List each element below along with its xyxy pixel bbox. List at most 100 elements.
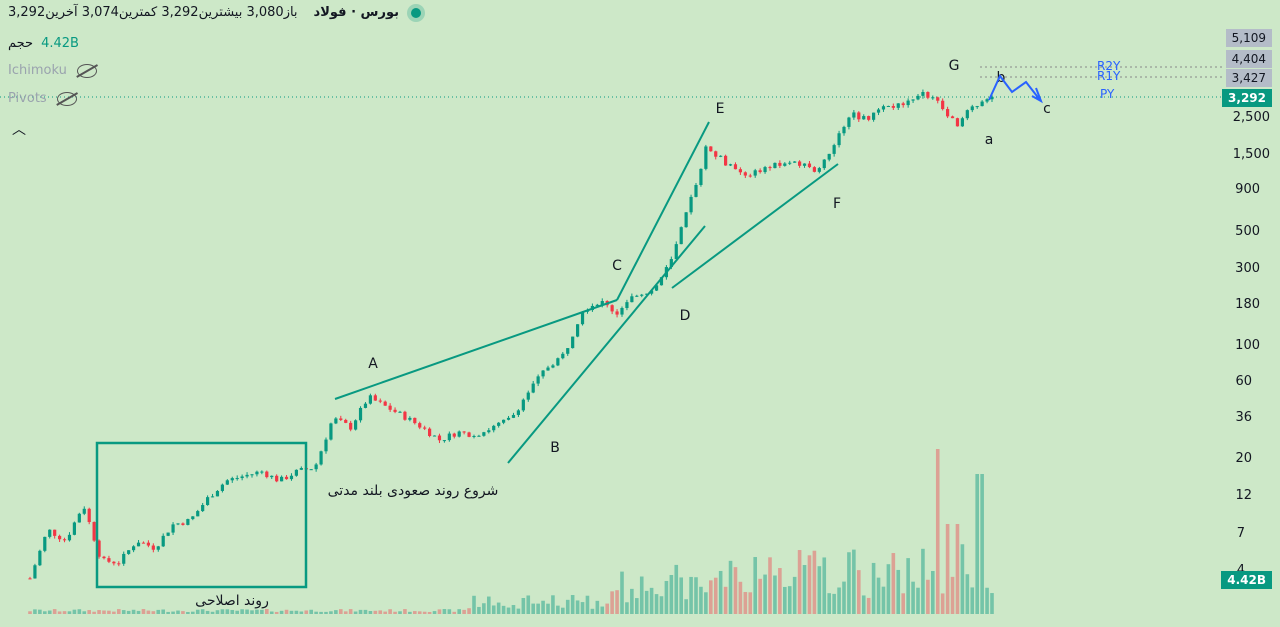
y-tick: 36 (1235, 410, 1252, 425)
candle-body (694, 184, 698, 197)
volume-bar (516, 608, 521, 614)
candle-body (408, 417, 412, 420)
candle-body (502, 419, 506, 423)
collapse-legend-button[interactable]: ︿ (8, 118, 30, 140)
projection-path (988, 74, 1041, 101)
volume-bar (590, 608, 595, 614)
candle-body (275, 475, 279, 482)
candle-body (378, 400, 382, 402)
volume-bar (797, 550, 802, 614)
volume-bar (156, 609, 161, 614)
volume-bar (161, 609, 165, 614)
corrective-box-label: روند اصلاحی (195, 593, 269, 609)
volume-bar (556, 605, 560, 614)
candle-body (714, 151, 718, 157)
indicator-ichimoku[interactable]: Ichimoku (8, 63, 97, 78)
candle-body (847, 117, 851, 127)
volume-bar (837, 587, 841, 614)
candle-body (580, 311, 585, 325)
candle-body (896, 103, 900, 108)
volume-bar (314, 611, 318, 614)
candle-body (497, 422, 501, 426)
volume-bar (319, 611, 323, 614)
volume-bar (521, 597, 526, 614)
candle-body (482, 432, 486, 436)
candle-body (699, 168, 703, 185)
volume-bar (723, 586, 728, 614)
volume-bar (107, 610, 111, 614)
volume-bar (62, 611, 67, 614)
volume-bar (87, 610, 91, 614)
eye-off-icon[interactable] (56, 91, 77, 106)
candle-body (314, 464, 318, 470)
candle-body (383, 401, 387, 406)
candle-body (48, 529, 52, 537)
volume-bars (28, 449, 994, 614)
volume-bar (773, 575, 777, 614)
volume-bar (43, 611, 47, 614)
volume-bar (783, 586, 787, 614)
candle-body (373, 395, 377, 401)
pivot-r2y-label: R2Y (1097, 59, 1121, 73)
volume-bar (689, 576, 693, 614)
candle-body (388, 405, 392, 410)
volume-bar (121, 610, 126, 614)
volume-bar (353, 611, 358, 614)
candle-body (684, 212, 688, 228)
y-tick: 500 (1235, 224, 1260, 239)
volume-bar (945, 524, 950, 614)
candle-body (911, 99, 915, 101)
candle-body (566, 348, 570, 354)
wave-label-f-major: F (833, 196, 841, 212)
candle-body (571, 336, 575, 349)
candle-body (561, 353, 565, 359)
volume-bar (921, 548, 925, 614)
volume-bar (778, 568, 782, 614)
eye-off-icon[interactable] (76, 63, 97, 78)
candle-body (595, 304, 599, 306)
candle-body (363, 403, 368, 408)
candle-body (58, 535, 62, 540)
volume-bar (378, 610, 383, 614)
candle-body (477, 435, 481, 437)
candle-body (990, 96, 994, 100)
candle-body (837, 133, 841, 146)
volume-bar (131, 609, 136, 614)
volume-bar (561, 607, 565, 614)
candle-body (783, 163, 787, 166)
volume-bar (570, 595, 575, 614)
volume-bar (511, 605, 516, 614)
candle-body (447, 433, 451, 441)
volume-bar (230, 609, 235, 614)
candle-body (654, 285, 659, 291)
candle-body (206, 497, 210, 506)
volume-bar (728, 560, 733, 614)
candle-body (255, 471, 259, 475)
volume-bar (413, 611, 417, 614)
candle-body (876, 109, 881, 113)
volume-bar (220, 609, 225, 614)
volume-bar (595, 600, 600, 614)
volume-bar (363, 609, 368, 614)
volume-bar (47, 610, 52, 614)
volume-bar (28, 611, 32, 614)
candles (28, 89, 994, 580)
symbol-name[interactable]: بورس · فولاد (313, 5, 400, 20)
volume-bar (294, 610, 299, 614)
volume-bar (565, 599, 570, 614)
volume-bar (526, 595, 531, 614)
volume-bar (472, 595, 476, 614)
volume-bar (861, 595, 866, 614)
volume-bar (506, 607, 511, 614)
volume-bar (738, 581, 743, 614)
indicator-pivots[interactable]: Pivots (8, 91, 77, 106)
candle-body (936, 97, 940, 101)
candle-body (758, 170, 762, 173)
candle-body (891, 105, 895, 108)
volume-bar (792, 576, 797, 614)
candle-body (659, 277, 664, 286)
volume-bar (847, 552, 851, 614)
volume-bar (600, 606, 605, 614)
candle-body (428, 428, 432, 436)
